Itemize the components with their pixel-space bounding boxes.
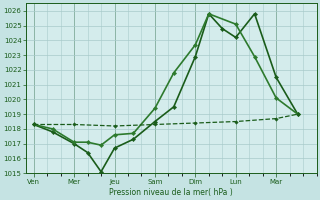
- X-axis label: Pression niveau de la mer( hPa ): Pression niveau de la mer( hPa ): [109, 188, 233, 197]
